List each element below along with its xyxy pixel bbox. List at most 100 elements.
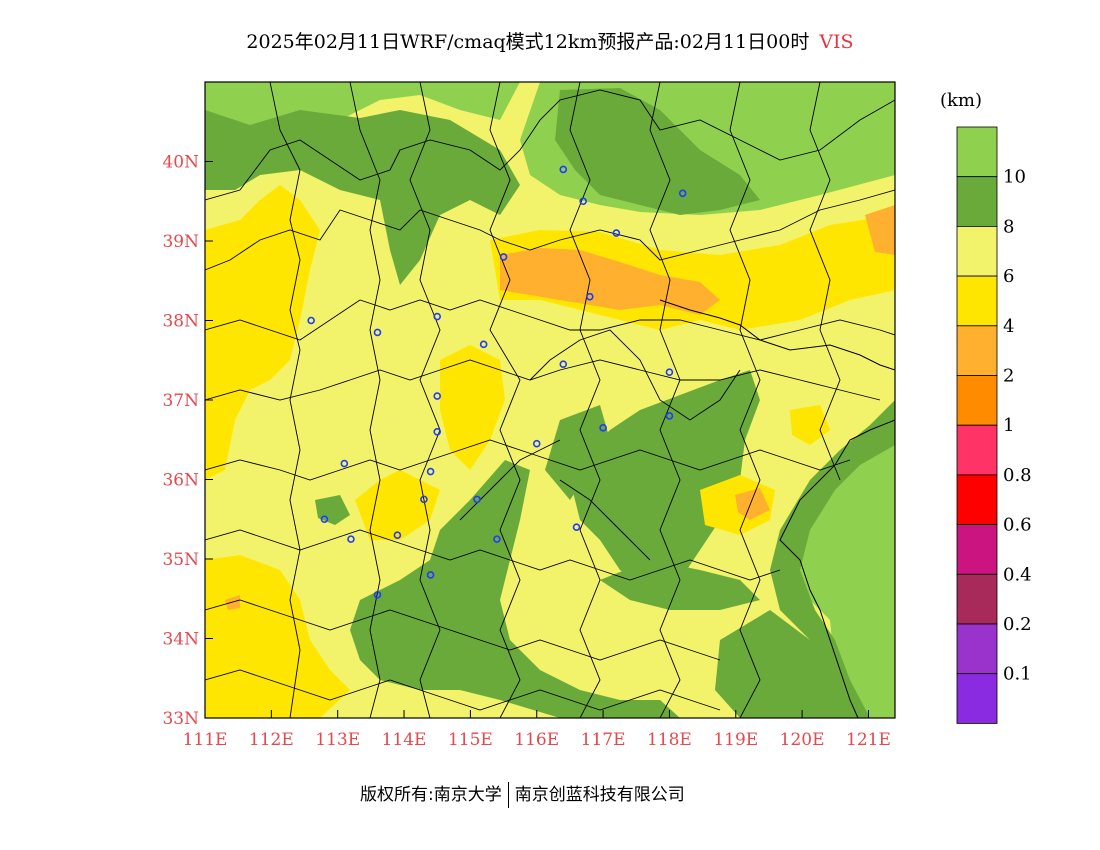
station-marker: [420, 495, 428, 504]
field-region-w-yellow: [205, 185, 320, 480]
colorbar-label: 6: [1003, 266, 1014, 287]
colorbar-label: 4: [1003, 316, 1014, 337]
lon-tick-label: 121E: [846, 730, 891, 750]
colorbar-segment: [956, 524, 998, 575]
field-region-sc-green: [545, 405, 610, 500]
station-marker: [340, 459, 349, 468]
colorbar-label: 0.2: [1003, 614, 1032, 635]
station-marker: [665, 368, 674, 376]
colorbar-label: 1: [1003, 415, 1014, 436]
footer-separator: [507, 782, 509, 808]
colorbar-segment: [956, 375, 998, 426]
station-marker: [493, 535, 501, 543]
colorbar-segment: [956, 126, 998, 178]
station-marker: [433, 427, 442, 436]
lon-tick-label: 118E: [647, 730, 692, 750]
field-region-c-yellow: [355, 470, 440, 540]
field-region-ne-haze: [865, 205, 895, 255]
station-marker: [433, 392, 442, 400]
colorbar-label: 2: [1003, 366, 1014, 387]
colorbar-label: 0.4: [1003, 564, 1032, 585]
station-marker: [473, 495, 481, 504]
field-region-se-haze: [735, 488, 770, 520]
field-region-nw-clear: [205, 82, 520, 175]
colorbar-segment: [956, 225, 998, 277]
lat-tick-label: 36N: [162, 471, 199, 491]
lon-tick-label: 115E: [448, 730, 493, 750]
field-region-c2-yellow: [440, 345, 505, 470]
station-marker: [532, 439, 541, 448]
field-region-n-green: [205, 110, 520, 285]
map-title: 2025年02月11日WRF/cmaq模式12km预报产品:02月11日00时 V…: [0, 27, 1100, 54]
field-region-sw-yellow: [205, 555, 350, 718]
field-region-s-green: [350, 460, 680, 718]
lon-tick-label: 112E: [249, 730, 294, 750]
lon-tick-label: 117E: [581, 730, 626, 750]
station-markers: [307, 165, 687, 599]
field-region-e-yellow: [790, 405, 830, 445]
field-region-c-green: [570, 370, 760, 590]
colorbar-unit: (km): [940, 90, 983, 111]
lat-tick-label: 37N: [162, 391, 199, 411]
station-marker: [612, 229, 621, 237]
copyright-left: 版权所有:南京大学: [360, 785, 502, 805]
lon-tick-label: 116E: [514, 730, 559, 750]
station-marker: [572, 523, 581, 532]
field-region-haze-2-4km: [500, 248, 720, 315]
latitude-axis: 33N 34N 35N 36N 37N 38N 39N 40N: [162, 153, 213, 729]
station-marker: [320, 515, 329, 524]
colorbar-segment: [956, 474, 998, 525]
longitude-axis: 111E 112E 113E 114E 115E 116E 117E 118E 119E 120E…: [183, 710, 891, 750]
station-marker: [579, 197, 587, 206]
copyright-footer: 版权所有:南京大学 南京创蓝科技有限公司: [360, 780, 685, 808]
colorbar-segment: [956, 176, 998, 227]
station-marker: [373, 328, 382, 337]
station-marker: [347, 535, 355, 543]
colorbar: 10 8 6 4 2 1 0.8 0.6 0.4 0.2 0.1: [956, 126, 1032, 724]
station-marker: [586, 292, 594, 301]
colorbar-segment: [956, 275, 998, 327]
lat-tick-label: 38N: [162, 312, 199, 332]
station-marker: [426, 467, 435, 476]
title-variable: VIS: [819, 31, 854, 53]
station-marker: [559, 360, 568, 369]
admin-boundaries: [205, 82, 895, 718]
colorbar-label: 10: [1003, 167, 1026, 188]
colorbar-segment: [956, 623, 998, 675]
title-text: 2025年02月11日WRF/cmaq模式12km预报产品:02月11日00时: [246, 31, 810, 53]
station-marker: [433, 312, 442, 321]
coastline: [779, 419, 896, 719]
field-region-w-green: [315, 495, 350, 525]
lat-tick-label: 39N: [162, 232, 199, 252]
colorbar-segment: [956, 424, 998, 476]
colorbar-segment: [956, 325, 998, 376]
field-region-ne-green: [555, 88, 760, 215]
station-marker: [393, 531, 402, 539]
field-region-s2-green: [600, 560, 760, 610]
lat-tick-label: 40N: [162, 153, 199, 173]
station-marker: [307, 316, 315, 325]
colorbar-label: 0.1: [1003, 664, 1032, 685]
station-marker: [373, 590, 382, 599]
station-marker: [559, 165, 568, 174]
station-marker: [426, 571, 435, 579]
lon-tick-label: 113E: [315, 730, 360, 750]
colorbar-label: 8: [1003, 216, 1014, 237]
colorbar-label: 0.8: [1003, 465, 1032, 486]
field-region-e-green: [770, 400, 895, 718]
lon-tick-label: 111E: [183, 730, 228, 750]
lon-tick-label: 119E: [713, 730, 758, 750]
station-marker: [479, 340, 488, 349]
copyright-right: 南京创蓝科技有限公司: [514, 785, 685, 805]
colorbar-segment: [956, 673, 998, 724]
colorbar-segment: [956, 573, 998, 625]
station-marker: [678, 189, 687, 198]
lon-tick-label: 114E: [382, 730, 427, 750]
field-region-sw-green: [715, 610, 840, 718]
lon-tick-label: 120E: [780, 730, 825, 750]
lat-tick-label: 33N: [162, 709, 199, 729]
colorbar-label: 0.6: [1003, 515, 1032, 536]
station-marker: [499, 253, 508, 261]
lat-tick-label: 35N: [162, 550, 199, 570]
